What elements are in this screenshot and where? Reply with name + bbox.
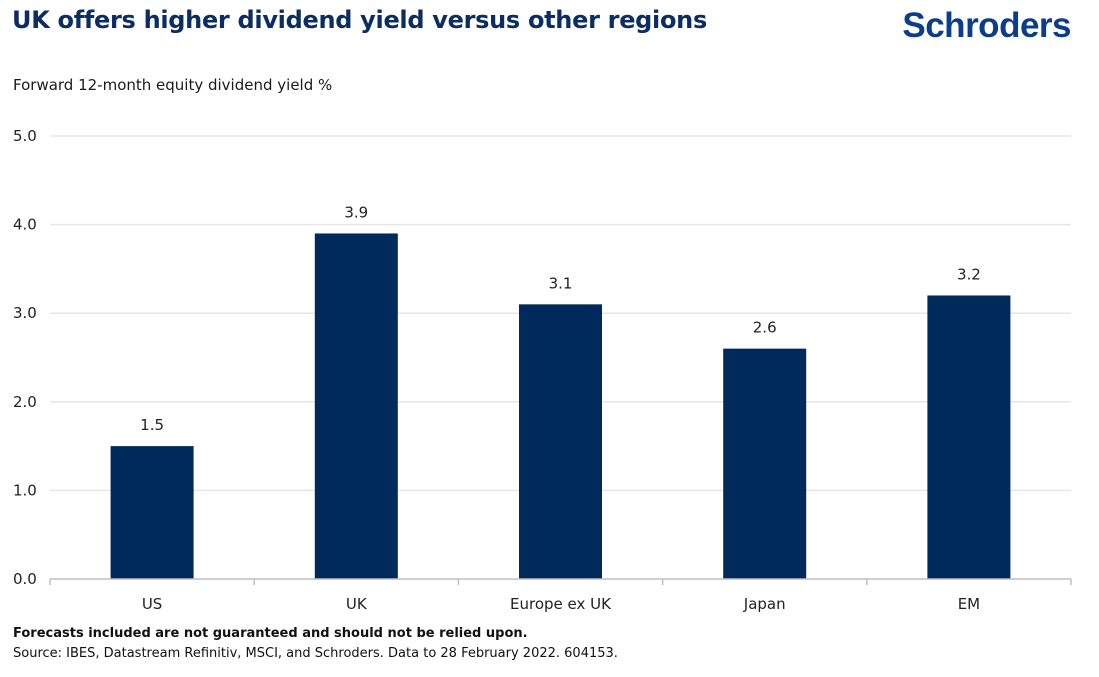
y-tick-label: 3.0 (13, 304, 37, 322)
y-tick-label: 1.0 (13, 481, 37, 499)
x-tick-label: Japan (743, 595, 786, 613)
x-tick-label: UK (346, 595, 368, 613)
data-labels: 1.5 3.9 3.1 2.6 3.2 (140, 203, 981, 434)
source-note: Source: IBES, Datastream Refinitiv, MSCI… (13, 646, 618, 661)
x-tick-label: Europe ex UK (510, 595, 612, 613)
data-label: 3.2 (957, 265, 981, 283)
schroders-logo: Schroders (902, 6, 1071, 45)
x-tick-label: US (142, 595, 163, 613)
disclaimer-note: Forecasts included are not guaranteed an… (13, 626, 528, 641)
data-label: 3.1 (549, 274, 573, 292)
x-tick-label: EM (958, 595, 980, 613)
data-label: 1.5 (140, 416, 164, 434)
y-tick-label: 2.0 (13, 393, 37, 411)
bar (314, 233, 398, 579)
data-label: 2.6 (753, 319, 777, 337)
y-axis-ticks: 0.0 1.0 2.0 3.0 4.0 5.0 (13, 127, 37, 588)
y-tick-label: 0.0 (13, 570, 37, 588)
chart-subtitle: Forward 12-month equity dividend yield % (13, 76, 333, 94)
bar (519, 304, 602, 579)
bar (927, 295, 1011, 579)
y-tick-label: 4.0 (13, 216, 37, 234)
x-axis: US UK Europe ex UK Japan EM (49, 578, 1072, 613)
bar (723, 348, 807, 579)
bars (110, 233, 1011, 579)
chart-title: UK offers higher dividend yield versus o… (12, 6, 707, 34)
bar (110, 446, 194, 579)
y-tick-label: 5.0 (13, 127, 37, 145)
data-label: 3.9 (344, 203, 368, 221)
